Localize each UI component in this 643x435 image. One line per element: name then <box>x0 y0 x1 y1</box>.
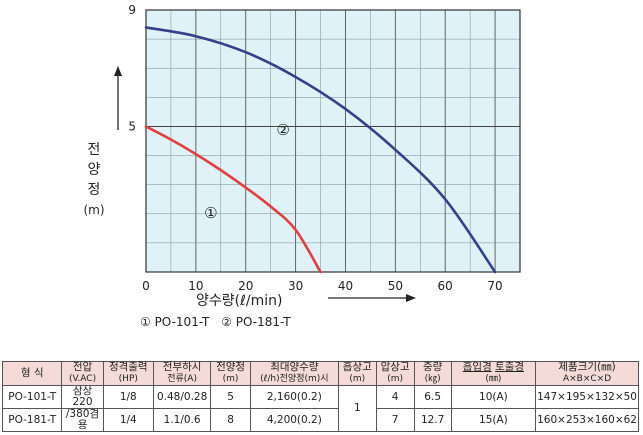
th-weight: 중량 (㎏) <box>413 361 452 386</box>
x-tick-label: 70 <box>487 279 502 293</box>
cell-power: 1/4 <box>102 408 154 432</box>
table-row: PO-181-T /380겸용 1/4 1.1/0.6 8 4,200(0.2)… <box>1 408 639 432</box>
cell-voltage: /380겸용 <box>61 408 104 432</box>
cell-diameter: 15(A) <box>450 408 537 432</box>
cell-current: 1.1/0.6 <box>152 408 212 432</box>
th-voltage: 전압 (V.AC) <box>61 361 104 386</box>
table-row: PO-101-T 삼상220 1/8 0.48/0.28 5 2,160(0.2… <box>1 385 639 432</box>
y-tick-label: 9 <box>128 3 136 17</box>
x-tick-label: 0 <box>142 279 150 293</box>
th-head: 전양정 (m) <box>210 361 251 386</box>
cell-size: 160×253×160×62 <box>535 408 639 432</box>
curve-labels: ②① <box>204 121 290 222</box>
x-tick-label: 40 <box>338 279 353 293</box>
th-maxflow: 최대양수량 (ℓ/h)전양정(m)시 <box>249 361 339 386</box>
series-line-1 <box>144 125 322 274</box>
th-pressure: 압상고 (m) <box>375 361 415 386</box>
th-suction: 흡상고 (m) <box>337 361 377 386</box>
curve-label: ① <box>204 204 217 222</box>
th-power: 정격출력 (HP) <box>102 361 154 386</box>
th-diameter: 흡입경 토출경 (㎜) <box>450 361 537 386</box>
x-tick-label: 30 <box>288 279 303 293</box>
legend: ① PO-101-T ② PO-181-T <box>140 315 299 329</box>
x-tick-label: 20 <box>238 279 253 293</box>
y-axis-label-1: 전 <box>87 142 101 158</box>
cell-pressure: 4 <box>375 385 415 409</box>
cell-voltage: 삼상220 <box>61 385 104 409</box>
legend-item-po181: ② PO-181-T <box>221 315 291 329</box>
grid-lines <box>145 9 521 273</box>
cell-suction: 1 <box>337 385 377 432</box>
y-arrow-head <box>114 66 122 76</box>
y-tick-label: 5 <box>128 119 136 133</box>
x-tick-label: 10 <box>188 279 203 293</box>
cell-maxflow: 4,200(0.2) <box>249 408 339 432</box>
th-current: 전부하시 전류(A) <box>152 361 212 386</box>
th-size: 제품크기(㎜) A×B×C×D <box>535 361 639 386</box>
plot-frame <box>145 9 521 273</box>
cell-current: 0.48/0.28 <box>152 385 212 409</box>
cell-head: 5 <box>210 385 251 409</box>
x-tick-label: 50 <box>388 279 403 293</box>
curve-label: ② <box>276 121 289 139</box>
series-lines <box>144 26 497 274</box>
y-axis-label-2: 양 <box>87 162 101 178</box>
cell-power: 1/8 <box>102 385 154 409</box>
cell-size: 147×195×132×50 <box>535 385 639 409</box>
series-line-2 <box>144 26 497 274</box>
cell-weight: 6.5 <box>413 385 452 409</box>
cell-head: 8 <box>210 408 251 432</box>
cell-diameter: 10(A) <box>450 385 537 409</box>
cell-model: PO-101-T <box>1 385 63 409</box>
y-axis-label-unit: (m) <box>83 203 105 217</box>
th-model: 형 식 <box>1 361 63 386</box>
x-tick-label: 60 <box>438 279 453 293</box>
axis-arrows <box>114 66 416 302</box>
cell-maxflow: 2,160(0.2) <box>249 385 339 409</box>
y-axis-label-3: 정 <box>87 182 101 198</box>
legend-item-po101: ① PO-101-T <box>140 315 210 329</box>
tick-labels: 0 10 20 30 40 50 60 70 9 5 <box>128 3 502 293</box>
cell-pressure: 7 <box>375 408 415 432</box>
x-arrow-head <box>406 294 416 302</box>
x-axis-label: 양수량(ℓ/min) <box>196 293 283 309</box>
cell-weight: 12.7 <box>413 408 452 432</box>
spec-table: 형 식 전압 (V.AC) 정격출력 (HP) 전부하시 전류(A) 전양정 (m) 최… <box>1 361 639 432</box>
plot-area <box>146 10 520 272</box>
cell-model: PO-181-T <box>1 408 63 432</box>
